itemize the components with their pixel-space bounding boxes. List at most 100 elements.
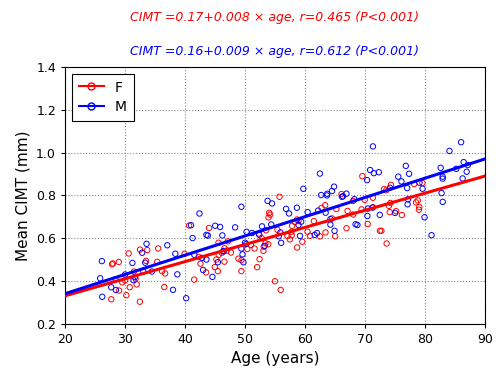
Point bbox=[161, 270, 169, 276]
Text: CIMT =0.17+0.008 × age, r=0.465 (P<0.001): CIMT =0.17+0.008 × age, r=0.465 (P<0.001… bbox=[130, 11, 420, 24]
Point bbox=[418, 186, 426, 192]
Point bbox=[108, 261, 116, 267]
Point bbox=[438, 190, 446, 196]
Point bbox=[391, 210, 399, 216]
Point bbox=[131, 274, 139, 280]
Point bbox=[158, 268, 166, 274]
Point bbox=[386, 185, 394, 191]
Point bbox=[187, 222, 195, 228]
Point bbox=[420, 214, 428, 220]
Point bbox=[338, 194, 346, 200]
Point bbox=[282, 206, 290, 212]
Point bbox=[382, 187, 390, 193]
Point bbox=[274, 233, 282, 239]
Point bbox=[164, 242, 172, 248]
Point bbox=[452, 166, 460, 172]
Point bbox=[392, 208, 400, 214]
Point bbox=[349, 212, 357, 218]
Point bbox=[317, 192, 325, 198]
Point bbox=[255, 232, 263, 238]
Point bbox=[276, 230, 284, 235]
Point bbox=[220, 245, 228, 251]
Point bbox=[288, 223, 296, 229]
Point bbox=[402, 163, 410, 169]
Point bbox=[342, 225, 350, 231]
Point bbox=[107, 284, 115, 290]
Point bbox=[316, 171, 324, 177]
Point bbox=[376, 212, 384, 218]
Point bbox=[160, 284, 168, 290]
Point bbox=[238, 204, 246, 210]
Point bbox=[264, 214, 272, 220]
Point bbox=[288, 232, 296, 238]
Point bbox=[98, 294, 106, 300]
Point bbox=[375, 169, 383, 175]
Point bbox=[190, 252, 198, 258]
Point bbox=[258, 223, 266, 229]
Point bbox=[242, 241, 250, 247]
Point bbox=[323, 192, 331, 198]
Point bbox=[115, 288, 123, 294]
Point bbox=[234, 256, 242, 262]
Point bbox=[330, 228, 338, 234]
Point bbox=[227, 250, 235, 256]
Point bbox=[182, 295, 190, 301]
Point bbox=[370, 170, 378, 176]
Point bbox=[208, 274, 216, 280]
Point bbox=[352, 221, 360, 227]
Point bbox=[248, 230, 256, 236]
Point bbox=[415, 207, 423, 213]
Point bbox=[414, 198, 422, 203]
Point bbox=[202, 232, 210, 238]
Point bbox=[304, 229, 312, 235]
Point bbox=[364, 213, 372, 219]
Point bbox=[322, 230, 330, 235]
Point bbox=[198, 255, 206, 261]
Point bbox=[291, 219, 299, 225]
Point bbox=[366, 167, 374, 173]
Y-axis label: Mean CIMT (mm): Mean CIMT (mm) bbox=[16, 130, 30, 260]
Point bbox=[218, 232, 226, 238]
Point bbox=[369, 144, 377, 150]
Point bbox=[354, 222, 362, 228]
Point bbox=[220, 259, 228, 264]
Point bbox=[386, 209, 394, 215]
Point bbox=[122, 292, 130, 298]
Point bbox=[274, 227, 281, 233]
Point bbox=[242, 229, 250, 235]
Point bbox=[398, 179, 406, 185]
Point bbox=[318, 205, 326, 211]
Point bbox=[331, 233, 339, 239]
Point bbox=[323, 191, 331, 197]
Point bbox=[202, 269, 210, 275]
Point bbox=[148, 269, 156, 275]
Point bbox=[328, 215, 336, 221]
Point bbox=[216, 224, 224, 230]
Point bbox=[244, 246, 252, 252]
Point bbox=[220, 248, 228, 254]
Point bbox=[277, 240, 285, 246]
Point bbox=[404, 196, 412, 202]
Point bbox=[211, 264, 219, 270]
Point bbox=[224, 238, 232, 244]
Point bbox=[118, 279, 126, 285]
Point bbox=[130, 269, 138, 275]
Point bbox=[130, 277, 138, 283]
Point bbox=[271, 278, 279, 284]
Point bbox=[128, 260, 136, 266]
Point bbox=[169, 287, 177, 293]
Point bbox=[457, 139, 465, 145]
Point bbox=[298, 239, 306, 245]
Point bbox=[264, 198, 272, 204]
Point bbox=[416, 204, 424, 210]
Point bbox=[382, 241, 390, 247]
Point bbox=[276, 194, 283, 200]
Point bbox=[154, 246, 162, 251]
Point bbox=[96, 275, 104, 281]
Point bbox=[112, 276, 120, 282]
Point bbox=[124, 250, 132, 256]
Point bbox=[256, 256, 264, 262]
Point bbox=[136, 247, 144, 253]
Point bbox=[306, 233, 314, 239]
Point bbox=[199, 267, 207, 273]
